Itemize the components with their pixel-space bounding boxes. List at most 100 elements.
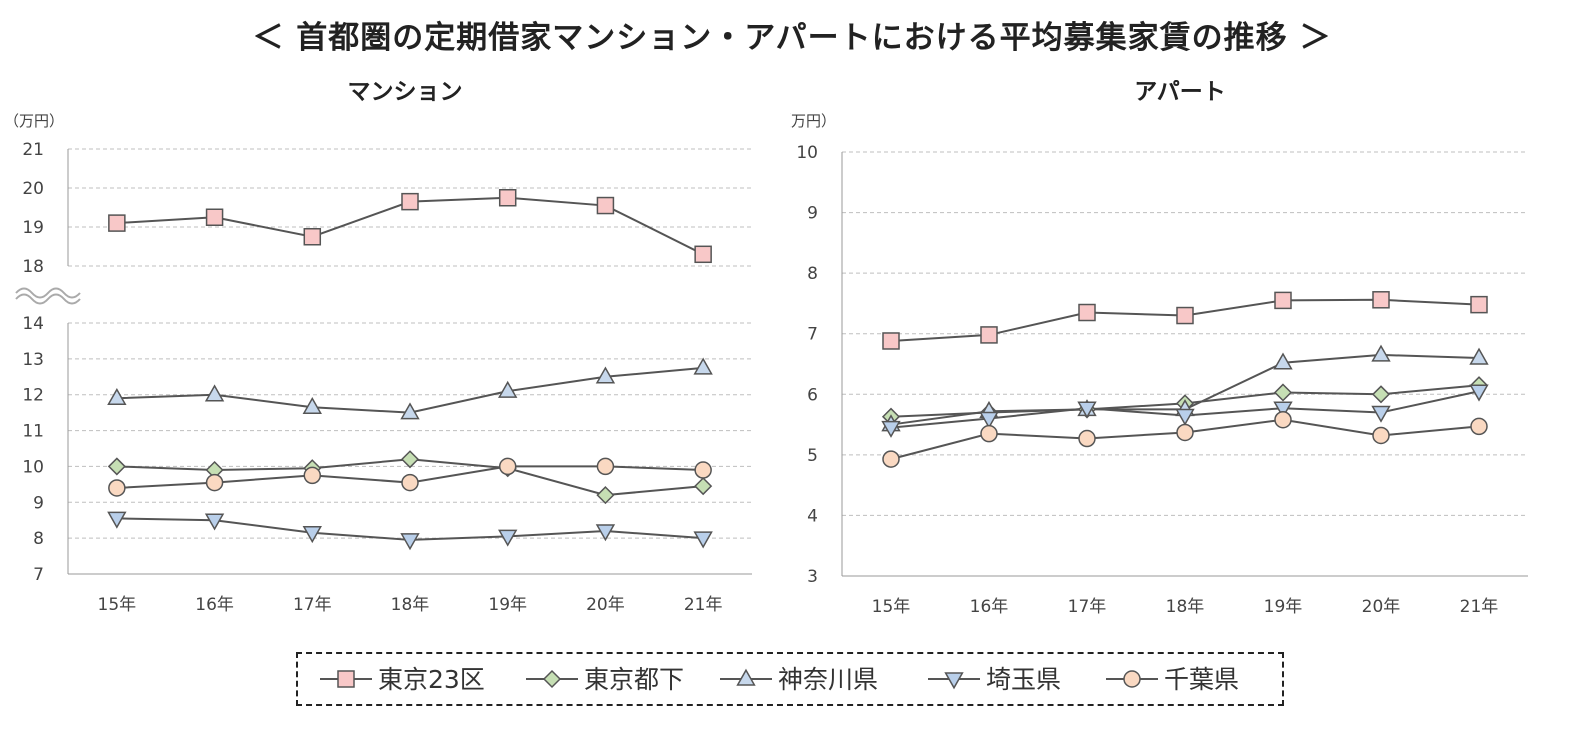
y-tick-label: 9 bbox=[33, 493, 44, 513]
legend-items: 東京23区 東京都下 神奈川県 埼玉県 千葉県 bbox=[320, 665, 1239, 694]
data-point bbox=[694, 477, 713, 496]
data-point bbox=[204, 513, 225, 531]
legend-marker bbox=[337, 670, 355, 688]
data-point bbox=[693, 357, 713, 375]
data-point bbox=[1078, 429, 1096, 448]
data-point bbox=[694, 461, 712, 479]
data-point bbox=[596, 486, 615, 505]
legend-label: 埼玉県 bbox=[986, 665, 1061, 694]
data-point bbox=[205, 208, 224, 226]
data-point bbox=[303, 466, 322, 485]
x-tick-label: 16年 bbox=[195, 595, 234, 615]
y-tick-label: 5 bbox=[807, 446, 818, 466]
legend-item: 東京都下 bbox=[526, 665, 684, 694]
data-point bbox=[107, 457, 126, 476]
y-tick-label: 3 bbox=[807, 567, 818, 587]
legend-label: 千葉県 bbox=[1164, 665, 1239, 694]
data-point bbox=[1273, 401, 1293, 419]
data-point bbox=[1372, 426, 1390, 445]
y-tick-label: 12 bbox=[22, 386, 44, 406]
data-point bbox=[882, 450, 900, 468]
data-point bbox=[694, 245, 712, 264]
data-point bbox=[108, 214, 126, 232]
data-point bbox=[1371, 385, 1391, 404]
data-point bbox=[1077, 401, 1097, 419]
legend-label: 東京都下 bbox=[584, 665, 684, 694]
data-point bbox=[1274, 410, 1292, 429]
data-point bbox=[1470, 417, 1488, 436]
data-point bbox=[400, 402, 420, 420]
legend-marker bbox=[944, 672, 964, 690]
y-tick-label: 10 bbox=[796, 143, 818, 163]
legend-marker bbox=[1123, 670, 1141, 688]
x-tick-label: 21年 bbox=[1460, 597, 1499, 617]
legend-item: 東京23区 bbox=[320, 665, 485, 694]
y-tick-label: 7 bbox=[807, 325, 818, 345]
unit-label: （万円） bbox=[4, 112, 64, 130]
data-point bbox=[596, 196, 615, 215]
chart-title-apart: アパート bbox=[1134, 79, 1226, 105]
data-point bbox=[401, 192, 419, 211]
data-point bbox=[1371, 405, 1391, 423]
data-point bbox=[1469, 384, 1489, 402]
y-tick-label: 8 bbox=[33, 529, 44, 549]
x-tick-label: 19年 bbox=[488, 595, 527, 615]
data-point bbox=[498, 189, 517, 207]
data-point bbox=[881, 420, 901, 438]
x-tick-label: 15年 bbox=[98, 595, 137, 615]
legend-item: 神奈川県 bbox=[720, 665, 878, 694]
data-point bbox=[980, 424, 998, 443]
data-point bbox=[1176, 306, 1194, 325]
data-point bbox=[1371, 344, 1391, 362]
data-point bbox=[400, 533, 420, 551]
x-tick-label: 19年 bbox=[1264, 597, 1303, 617]
legend-item: 千葉県 bbox=[1106, 665, 1239, 694]
y-tick-label: 11 bbox=[22, 422, 44, 442]
y-tick-label: 21 bbox=[22, 140, 44, 160]
x-tick-label: 17年 bbox=[293, 595, 332, 615]
data-point bbox=[303, 228, 322, 246]
data-point bbox=[1372, 291, 1390, 309]
axis-break-icon bbox=[15, 293, 81, 305]
legend-marker bbox=[736, 668, 756, 686]
y-tick-label: 20 bbox=[22, 179, 44, 199]
data-point bbox=[498, 529, 518, 547]
legend-marker bbox=[542, 669, 562, 689]
data-point bbox=[882, 332, 900, 350]
data-point bbox=[498, 380, 518, 398]
y-tick-label: 14 bbox=[22, 314, 44, 334]
axis-break-icon bbox=[15, 287, 81, 299]
x-tick-label: 21年 bbox=[684, 595, 723, 615]
legend-label: 東京23区 bbox=[378, 665, 485, 694]
x-tick-label: 18年 bbox=[391, 595, 430, 615]
y-tick-label: 13 bbox=[22, 350, 44, 370]
data-point bbox=[107, 387, 127, 406]
y-tick-label: 19 bbox=[22, 218, 44, 238]
data-point bbox=[979, 411, 999, 429]
data-point bbox=[1274, 291, 1292, 310]
y-tick-label: 10 bbox=[22, 457, 44, 477]
data-point bbox=[1470, 295, 1488, 314]
data-point bbox=[1273, 352, 1293, 370]
data-point bbox=[595, 524, 616, 542]
chart-title-mansion: マンション bbox=[347, 79, 463, 105]
data-point bbox=[205, 473, 224, 492]
data-point bbox=[596, 457, 615, 476]
legend-label: 神奈川県 bbox=[778, 665, 878, 694]
y-tick-label: 4 bbox=[807, 506, 818, 526]
y-tick-label: 9 bbox=[807, 204, 818, 224]
data-point bbox=[1176, 423, 1194, 442]
data-point bbox=[108, 479, 126, 497]
data-point bbox=[693, 531, 713, 549]
data-point bbox=[302, 526, 322, 544]
data-point bbox=[1078, 303, 1096, 322]
x-tick-label: 15年 bbox=[872, 597, 911, 617]
data-point bbox=[400, 450, 420, 469]
y-tick-label: 6 bbox=[807, 385, 818, 405]
data-point bbox=[1175, 408, 1195, 426]
mansion-chart: （万円） 18 19 20 21 7 8 9 10 11 12 13 14 15年 16年 17年 18年 19年… bbox=[4, 112, 752, 615]
data-point bbox=[498, 457, 517, 476]
data-point bbox=[204, 384, 225, 402]
legend-item: 埼玉県 bbox=[928, 665, 1061, 694]
